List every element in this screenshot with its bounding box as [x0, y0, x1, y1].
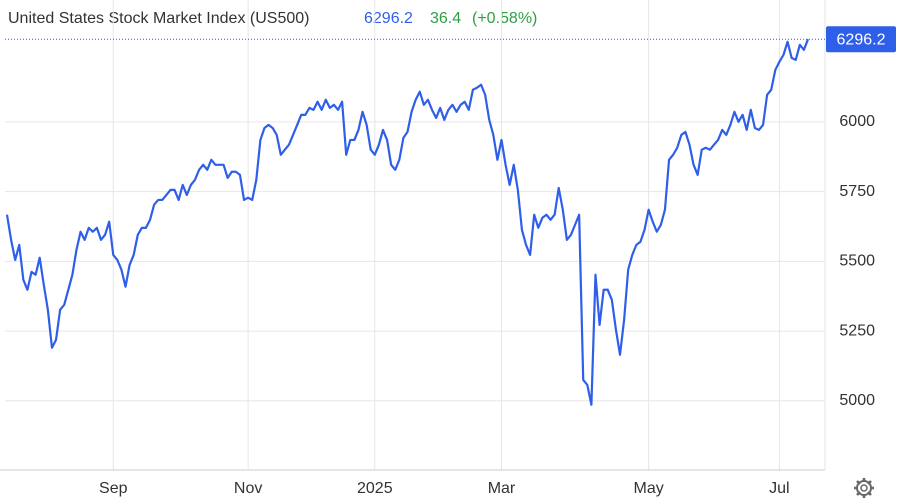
y-tick-label: 5500 — [839, 253, 875, 270]
y-tick-label: 6000 — [839, 113, 875, 130]
x-tick-label: Sep — [99, 480, 128, 497]
y-tick-label: 5750 — [839, 183, 875, 200]
price-line — [5, 38, 810, 406]
change-percent: (+0.58%) — [472, 10, 537, 27]
gear-teeth — [854, 478, 874, 498]
last-value-tag — [826, 26, 896, 53]
x-tick-label: Mar — [488, 480, 516, 497]
y-tick-label: 5250 — [839, 322, 875, 339]
last-value-label: 6296.2 — [837, 31, 886, 48]
gear-hub — [860, 484, 868, 492]
chart-title: United States Stock Market Index (US500) — [8, 10, 309, 27]
y-tick-label: 5000 — [839, 392, 875, 409]
price: 6296.2 — [364, 10, 413, 27]
change: 36.4 — [430, 10, 461, 27]
x-tick-label: May — [634, 480, 664, 497]
x-tick-label: 2025 — [357, 480, 393, 497]
x-tick-label: Jul — [769, 480, 789, 497]
x-tick-label: Nov — [234, 480, 262, 497]
settings-icon[interactable] — [854, 478, 874, 498]
